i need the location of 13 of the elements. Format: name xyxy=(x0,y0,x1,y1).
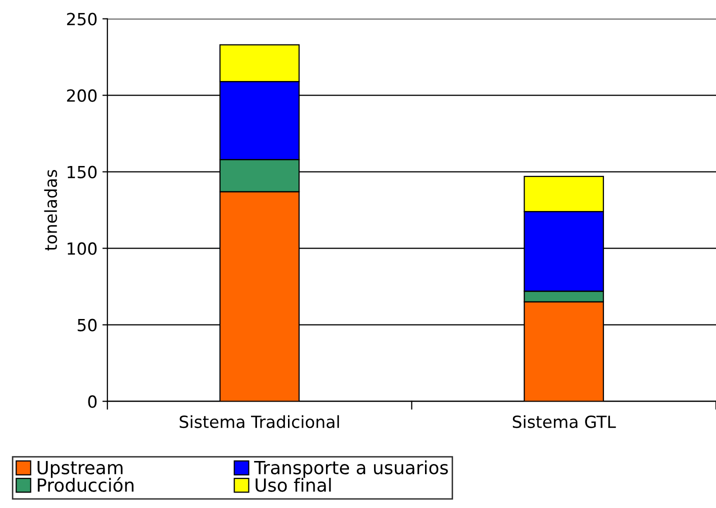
legend-label: Transporte a usuarios xyxy=(254,460,448,478)
y-tick-label: 0 xyxy=(88,395,97,408)
y-axis-title: toneladas xyxy=(44,170,58,251)
x-tick-label: Sistema Tradicional xyxy=(180,415,339,428)
legend-label: Upstream xyxy=(38,460,122,478)
legend-label: Producción xyxy=(38,477,134,492)
y-tick-label: 150 xyxy=(68,166,97,178)
y-tick-label: 200 xyxy=(67,89,97,102)
y-tick-label: 100 xyxy=(68,242,97,255)
y-tick-label: 50 xyxy=(78,318,97,332)
legend-label: Uso final xyxy=(256,478,331,492)
y-tick-label: 250 xyxy=(67,12,97,26)
x-tick-label: Sistema GTL xyxy=(512,415,616,428)
